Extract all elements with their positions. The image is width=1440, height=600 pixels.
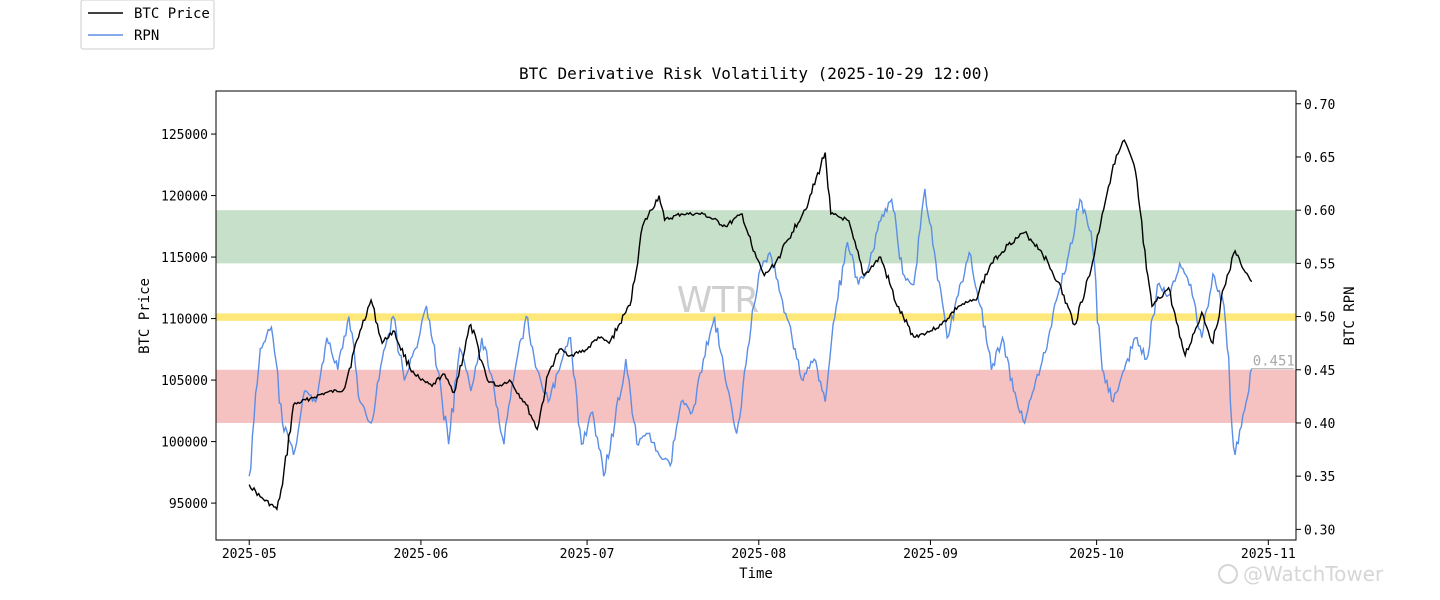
- y-right-tick-label: 0.55: [1304, 257, 1335, 272]
- y-right-tick-label: 0.40: [1304, 417, 1335, 432]
- plot-frame: [215, 90, 1297, 541]
- x-axis-ticks: 2025-05 2025-06 2025-07 2025-08 2025-09 2025-…: [222, 540, 1296, 562]
- y-left-tick-label: 115000: [161, 251, 208, 266]
- x-tick-label: 2025-05: [222, 547, 277, 562]
- legend-label-rpn: RPN: [134, 28, 159, 44]
- y-right-tick-label: 0.65: [1304, 151, 1335, 166]
- y-left-axis-ticks: 95000 100000 105000 110000 115000 120000 12500…: [161, 128, 216, 512]
- band-red: [216, 369, 1296, 423]
- x-tick-label: 2025-07: [560, 547, 615, 562]
- watermark-center: WTR: [677, 280, 760, 321]
- y-right-tick-label: 0.70: [1304, 98, 1335, 113]
- y-right-tick-label: 0.60: [1304, 204, 1335, 219]
- x-tick-label: 2025-09: [903, 547, 958, 562]
- y-left-tick-label: 105000: [161, 374, 208, 389]
- y-left-tick-label: 120000: [161, 190, 208, 205]
- series-line-rpn: [248, 188, 1253, 477]
- series-line-btc-price: [248, 139, 1253, 511]
- y-left-tick-label: 125000: [161, 128, 208, 143]
- y-right-axis-ticks: 0.30 0.35 0.40 0.45 0.50 0.55 0.60 0.65 0.70: [1296, 98, 1335, 538]
- x-tick-label: 2025-06: [394, 547, 449, 562]
- y-right-axis-title: BTC RPN: [1342, 286, 1358, 345]
- y-right-tick-label: 0.35: [1304, 470, 1335, 485]
- x-tick-label: 2025-10: [1069, 547, 1124, 562]
- x-tick-label: 2025-11: [1241, 547, 1296, 562]
- wechat-icon: [1218, 564, 1238, 584]
- x-axis-title: Time: [739, 566, 773, 582]
- watermark-corner-text: @WatchTower: [1243, 562, 1384, 586]
- x-tick-label: 2025-08: [731, 547, 786, 562]
- series-layer: [248, 139, 1253, 511]
- last-value-label: 0.451: [1253, 354, 1295, 370]
- legend-label-btc-price: BTC Price: [134, 6, 210, 22]
- y-right-tick-label: 0.30: [1304, 523, 1335, 538]
- y-left-axis-title: BTC Price: [137, 278, 153, 354]
- chart-title: BTC Derivative Risk Volatility (2025-10-…: [519, 64, 991, 83]
- watermark-corner: @WatchTower: [1218, 562, 1384, 586]
- legend: BTC Price RPN: [80, 0, 215, 50]
- y-left-tick-label: 95000: [169, 497, 208, 512]
- band-yellow: [216, 313, 1296, 321]
- y-right-tick-label: 0.50: [1304, 311, 1335, 326]
- y-right-tick-label: 0.45: [1304, 364, 1335, 379]
- y-left-tick-label: 110000: [161, 313, 208, 328]
- y-left-tick-label: 100000: [161, 436, 208, 451]
